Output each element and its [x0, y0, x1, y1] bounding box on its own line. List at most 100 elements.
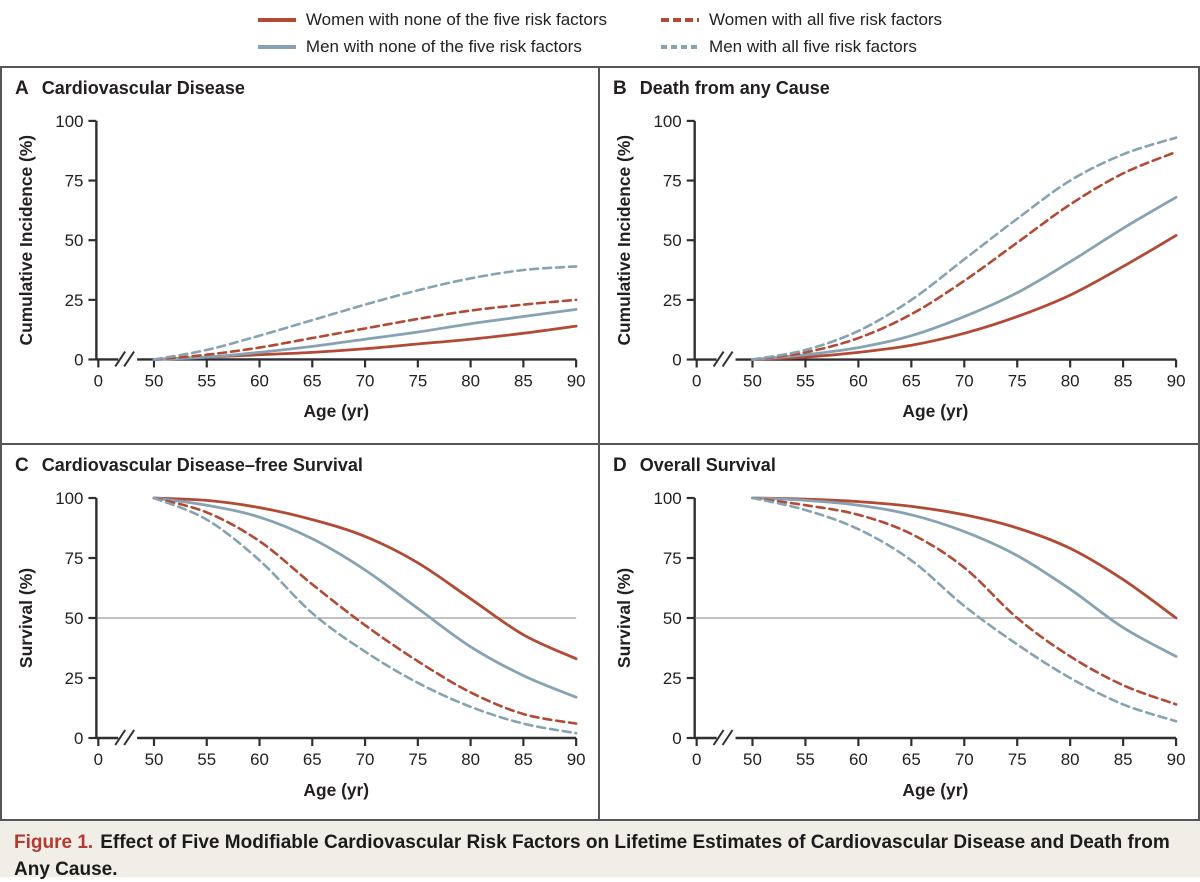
- series-path-women-all: [751, 496, 1178, 706]
- legend-item-men-none: Men with none of the five risk factors: [257, 36, 607, 57]
- x-tick-label: 70: [955, 371, 974, 390]
- y-axis-title: Cumulative Incidence (%): [16, 135, 36, 346]
- y-axis-title: Survival (%): [16, 568, 36, 668]
- x-tick-label: 90: [1167, 750, 1186, 769]
- axis-break-mark: [712, 729, 725, 746]
- x-tick-label: 75: [408, 750, 427, 769]
- x-tick-label: 80: [1061, 371, 1080, 390]
- x-tick-label: 75: [1008, 750, 1027, 769]
- x-tick-label: 65: [303, 750, 322, 769]
- men-solid-line-swatch: [257, 44, 296, 49]
- x-tick-label: 50: [145, 750, 164, 769]
- panel-letter: C: [15, 455, 29, 476]
- x-axis-title: Age (yr): [902, 401, 968, 421]
- panel-letter: B: [613, 78, 627, 99]
- series-path-women-all: [152, 298, 578, 361]
- panel-d-header: D Overall Survival: [600, 445, 1198, 481]
- x-tick-label: 90: [567, 750, 586, 769]
- x-axis-title: Age (yr): [303, 401, 369, 421]
- figure-caption-number: Figure 1.: [14, 832, 94, 853]
- axis-break-mark: [712, 350, 725, 367]
- x-tick-label: 60: [849, 371, 868, 390]
- x-tick-label: 70: [356, 750, 375, 769]
- x-tick-label: 80: [461, 371, 480, 390]
- panel-grid: A Cardiovascular Disease 0 25 50 75 100 Cumul…: [0, 66, 1200, 821]
- legend-label: Men with none of the five risk factors: [305, 36, 582, 56]
- x-tick-label: 80: [461, 750, 480, 769]
- figure-caption-text: Effect of Five Modifiable Cardiovascular…: [14, 832, 1170, 880]
- series-path-men-all: [751, 136, 1178, 361]
- x-tick-label: 50: [743, 371, 762, 390]
- axis-break-mark: [123, 350, 135, 368]
- x-tick-label: 90: [567, 371, 586, 390]
- legend-item-women-all: Women with all five risk factors: [661, 10, 942, 30]
- x-tick-label: 60: [250, 750, 269, 769]
- panel-title: Overall Survival: [639, 455, 776, 475]
- y-tick-label: 0: [672, 729, 681, 748]
- x-tick-label: 55: [197, 371, 216, 390]
- x-tick-label: 55: [796, 750, 815, 769]
- y-axis-title: Survival (%): [614, 568, 634, 668]
- axis-break-mark: [721, 729, 734, 746]
- x-tick-label: 85: [514, 371, 533, 390]
- y-axis-title: Cumulative Incidence (%): [614, 135, 634, 346]
- y-tick-label: 50: [65, 231, 84, 250]
- legend-column-all: Women with all five risk factors Men wit…: [661, 10, 942, 57]
- axis-break-mark: [721, 350, 734, 367]
- x-tick-label: 90: [1167, 371, 1186, 390]
- series-path-men-none: [152, 496, 578, 699]
- series-path-men-all: [152, 265, 578, 361]
- x-tick-label: 75: [408, 371, 427, 390]
- y-tick-label: 25: [65, 291, 84, 310]
- panel-c-header: C Cardiovascular Disease–free Survival: [2, 445, 598, 481]
- panel-b-plot: 0 25 50 75 100 Cumulative Incidence (%) 0 50 55 6…: [614, 112, 1186, 421]
- x-tick-label: 0: [94, 750, 103, 769]
- x-tick-label: 60: [849, 750, 868, 769]
- panel-title: Cardiovascular Disease–free Survival: [41, 455, 363, 475]
- x-tick-label: 70: [356, 371, 375, 390]
- series-path-men-none: [152, 307, 578, 361]
- y-tick-label: 75: [663, 171, 682, 190]
- series-path-men-all: [751, 496, 1178, 723]
- x-tick-label: 70: [955, 750, 974, 769]
- panel-title: Death from any Cause: [639, 78, 830, 98]
- y-tick-label: 25: [65, 669, 84, 688]
- figure-caption: Figure 1. Effect of Five Modifiable Cardi…: [0, 821, 1200, 880]
- women-dashed-line-swatch: [661, 17, 700, 22]
- series-path-men-none: [751, 496, 1178, 658]
- x-tick-label: 0: [692, 371, 701, 390]
- x-axis-title: Age (yr): [303, 780, 369, 800]
- x-tick-label: 65: [902, 371, 921, 390]
- x-axis-title: Age (yr): [902, 780, 968, 800]
- y-tick-label: 50: [663, 609, 682, 628]
- men-dashed-line-swatch: [661, 44, 700, 49]
- y-tick-label: 25: [663, 291, 682, 310]
- x-tick-label: 75: [1008, 371, 1027, 390]
- panel-c-cvd-free-survival: C Cardiovascular Disease–free Survival 0…: [2, 445, 600, 819]
- series-path-women-all: [751, 150, 1178, 361]
- legend-label: Men with all five risk factors: [709, 36, 917, 56]
- panel-b-death-from-any-cause: B Death from any Cause 0 25 50 75 100 Cumulat…: [600, 68, 1198, 445]
- legend-item-men-all: Men with all five risk factors: [661, 37, 942, 57]
- x-tick-label: 0: [692, 750, 701, 769]
- y-tick-label: 75: [65, 549, 84, 568]
- axis-break-mark: [114, 729, 126, 746]
- x-tick-label: 60: [250, 371, 269, 390]
- panel-d-plot: 0 25 50 75 100 Survival (%) 0 50 55 60 65 70 75 80 85 9…: [614, 489, 1186, 800]
- series-path-men-none: [751, 195, 1178, 361]
- y-tick-label: 100: [653, 112, 681, 131]
- y-tick-label: 100: [55, 112, 83, 131]
- axis-break-mark: [114, 350, 126, 368]
- legend-item-women-none: Women with none of the five risk factors: [257, 9, 608, 30]
- y-tick-label: 100: [653, 489, 681, 508]
- axis-break-mark: [123, 729, 135, 746]
- y-tick-label: 25: [663, 669, 682, 688]
- legend-label: Women with none of the five risk factors: [305, 9, 608, 29]
- y-tick-label: 50: [663, 231, 682, 250]
- panel-d-overall-survival: D Overall Survival 0 25 50 75 100 Survival (%…: [600, 445, 1198, 819]
- x-tick-label: 50: [145, 371, 164, 390]
- panel-letter: A: [15, 78, 29, 99]
- y-tick-label: 75: [663, 549, 682, 568]
- y-tick-label: 0: [74, 350, 83, 369]
